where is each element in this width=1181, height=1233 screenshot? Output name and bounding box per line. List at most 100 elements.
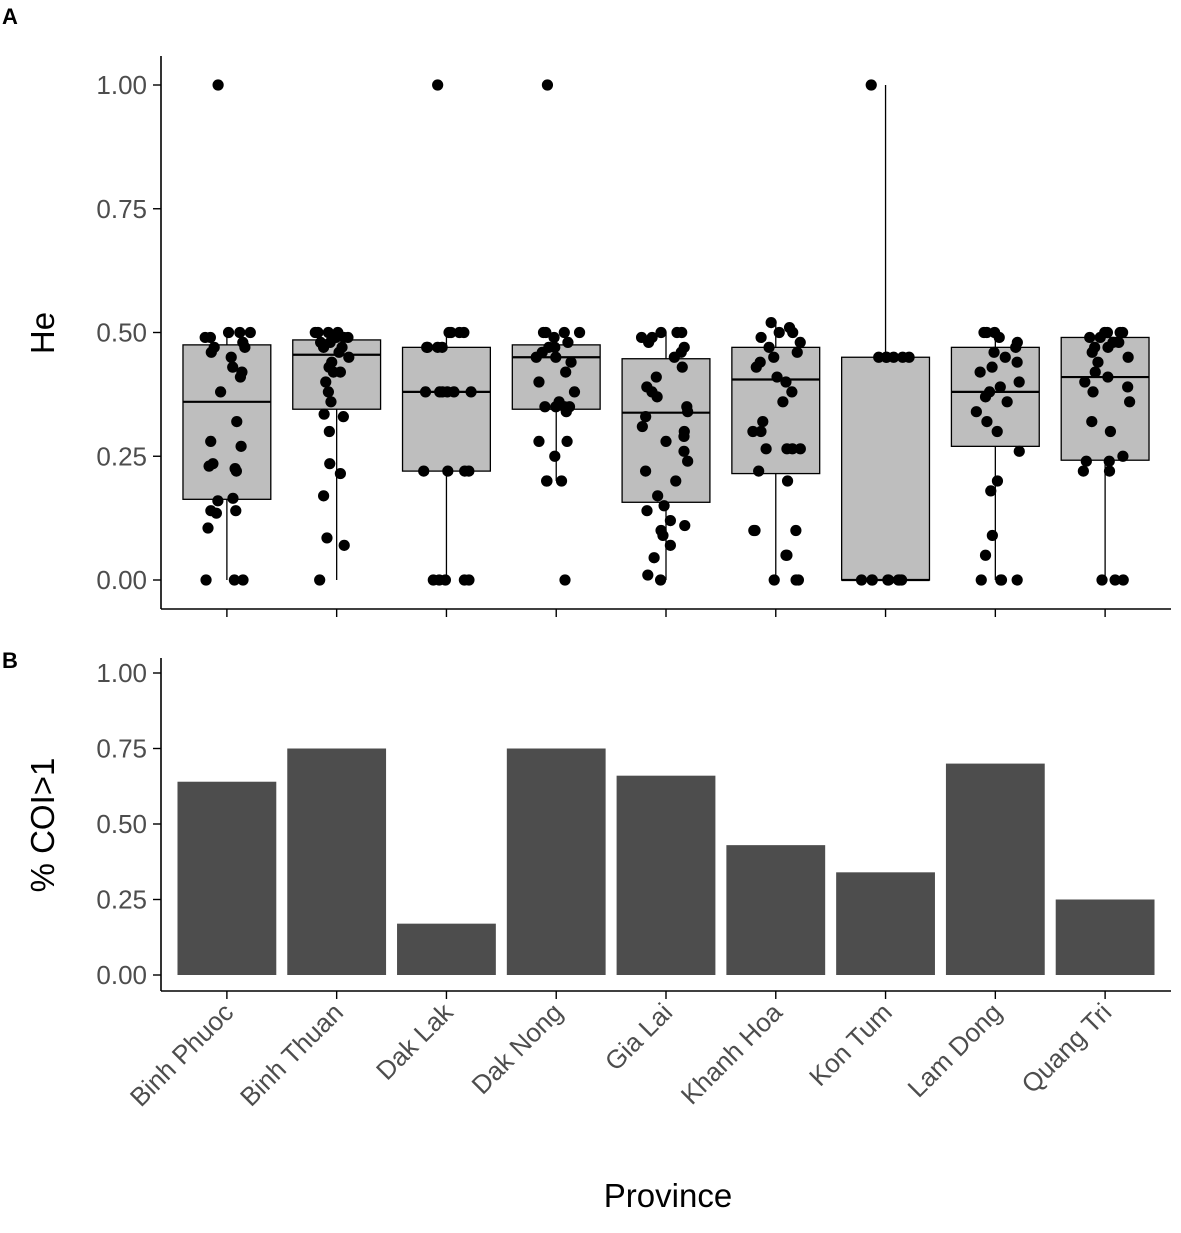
box-quang-tri: [1060, 332, 1150, 580]
data-point: [682, 455, 694, 467]
data-point: [230, 505, 242, 517]
data-point: [419, 386, 432, 398]
data-point: [237, 574, 249, 586]
data-point: [655, 524, 667, 537]
data-point: [1013, 445, 1025, 457]
data-point: [1103, 465, 1116, 477]
data-point: [983, 386, 996, 398]
data-point: [453, 326, 466, 339]
panel-a-y-tick-label: 1.00: [96, 70, 147, 100]
data-point: [678, 425, 690, 438]
data-point: [970, 406, 982, 418]
data-point: [208, 341, 220, 353]
data-point: [671, 326, 683, 339]
data-point: [436, 341, 448, 353]
data-point: [200, 574, 212, 586]
data-point: [768, 351, 780, 363]
panel-b-y-tick-label: 0.75: [96, 734, 147, 764]
data-point: [1122, 381, 1134, 393]
data-point: [639, 465, 652, 477]
data-point: [215, 386, 227, 398]
panel-b-y-tick-label: 0.25: [96, 885, 147, 915]
data-point: [445, 326, 457, 339]
data-point: [205, 435, 217, 447]
data-point: [338, 539, 350, 551]
data-point: [1099, 326, 1111, 339]
x-category-label: Quang Tri: [1015, 997, 1117, 1099]
x-category-label: Khanh Hoa: [675, 997, 789, 1111]
data-point: [550, 351, 562, 363]
panel-a-y-tick-label: 0.00: [96, 565, 147, 595]
x-category-label: Dak Nong: [465, 997, 568, 1100]
data-point: [322, 326, 334, 339]
data-point: [753, 465, 765, 477]
x-category-label: Lam Dong: [902, 997, 1008, 1103]
data-point: [560, 366, 572, 378]
outlier-point: [212, 79, 224, 91]
data-point: [1113, 336, 1125, 348]
panel-b-letter: B: [2, 648, 18, 673]
data-point: [991, 475, 1004, 487]
data-point: [985, 485, 997, 497]
data-point: [1117, 450, 1129, 462]
data-point: [322, 386, 334, 398]
data-point: [681, 401, 693, 413]
data-point: [326, 356, 338, 368]
data-point: [202, 522, 214, 534]
data-point: [212, 495, 224, 507]
data-point: [309, 326, 321, 339]
data-point: [227, 361, 239, 373]
data-point: [533, 376, 545, 388]
x-axis-title: Province: [604, 1177, 732, 1214]
box-iqr: [621, 358, 711, 503]
data-point: [794, 336, 806, 348]
data-point: [543, 341, 555, 353]
data-point: [237, 336, 249, 348]
data-point: [755, 425, 767, 438]
data-point: [205, 505, 217, 517]
data-point: [553, 396, 565, 408]
data-point: [648, 552, 660, 564]
data-point: [979, 549, 992, 561]
data-point: [314, 574, 326, 586]
data-point: [777, 396, 789, 408]
data-point: [655, 326, 667, 339]
data-point: [780, 376, 792, 388]
data-point: [1013, 376, 1025, 388]
data-point: [748, 524, 760, 537]
data-point: [866, 574, 878, 586]
data-point: [1124, 396, 1136, 408]
data-point: [999, 351, 1011, 363]
data-point: [565, 356, 577, 368]
panel-a-y-axis-title: He: [24, 312, 61, 354]
data-point: [636, 420, 648, 433]
data-point: [244, 326, 256, 339]
data-point: [650, 371, 662, 383]
bar-lam-dong: [945, 763, 1045, 975]
data-point: [763, 341, 775, 353]
box-kon-tum: [840, 85, 931, 582]
data-point: [421, 341, 434, 353]
data-point: [988, 346, 1000, 358]
outlier-point: [559, 574, 571, 586]
data-point: [781, 549, 793, 561]
data-point: [994, 381, 1006, 393]
panel-a-y-tick-label: 0.25: [96, 441, 147, 471]
data-point: [995, 574, 1007, 586]
bar-gia-lai: [616, 775, 716, 975]
box-dak-lak: [401, 332, 492, 580]
data-point: [794, 443, 806, 455]
x-category-label: Dak Lak: [370, 996, 459, 1085]
data-point: [548, 331, 560, 344]
bar-binh-thuan: [287, 748, 387, 975]
data-point: [676, 361, 688, 373]
data-point: [783, 321, 796, 334]
data-point: [679, 519, 691, 532]
data-point: [760, 443, 772, 455]
data-point: [1104, 425, 1117, 438]
x-category-label: Binh Thuan: [234, 997, 349, 1112]
data-point: [664, 539, 676, 551]
data-point: [539, 401, 551, 413]
data-point: [747, 425, 759, 438]
